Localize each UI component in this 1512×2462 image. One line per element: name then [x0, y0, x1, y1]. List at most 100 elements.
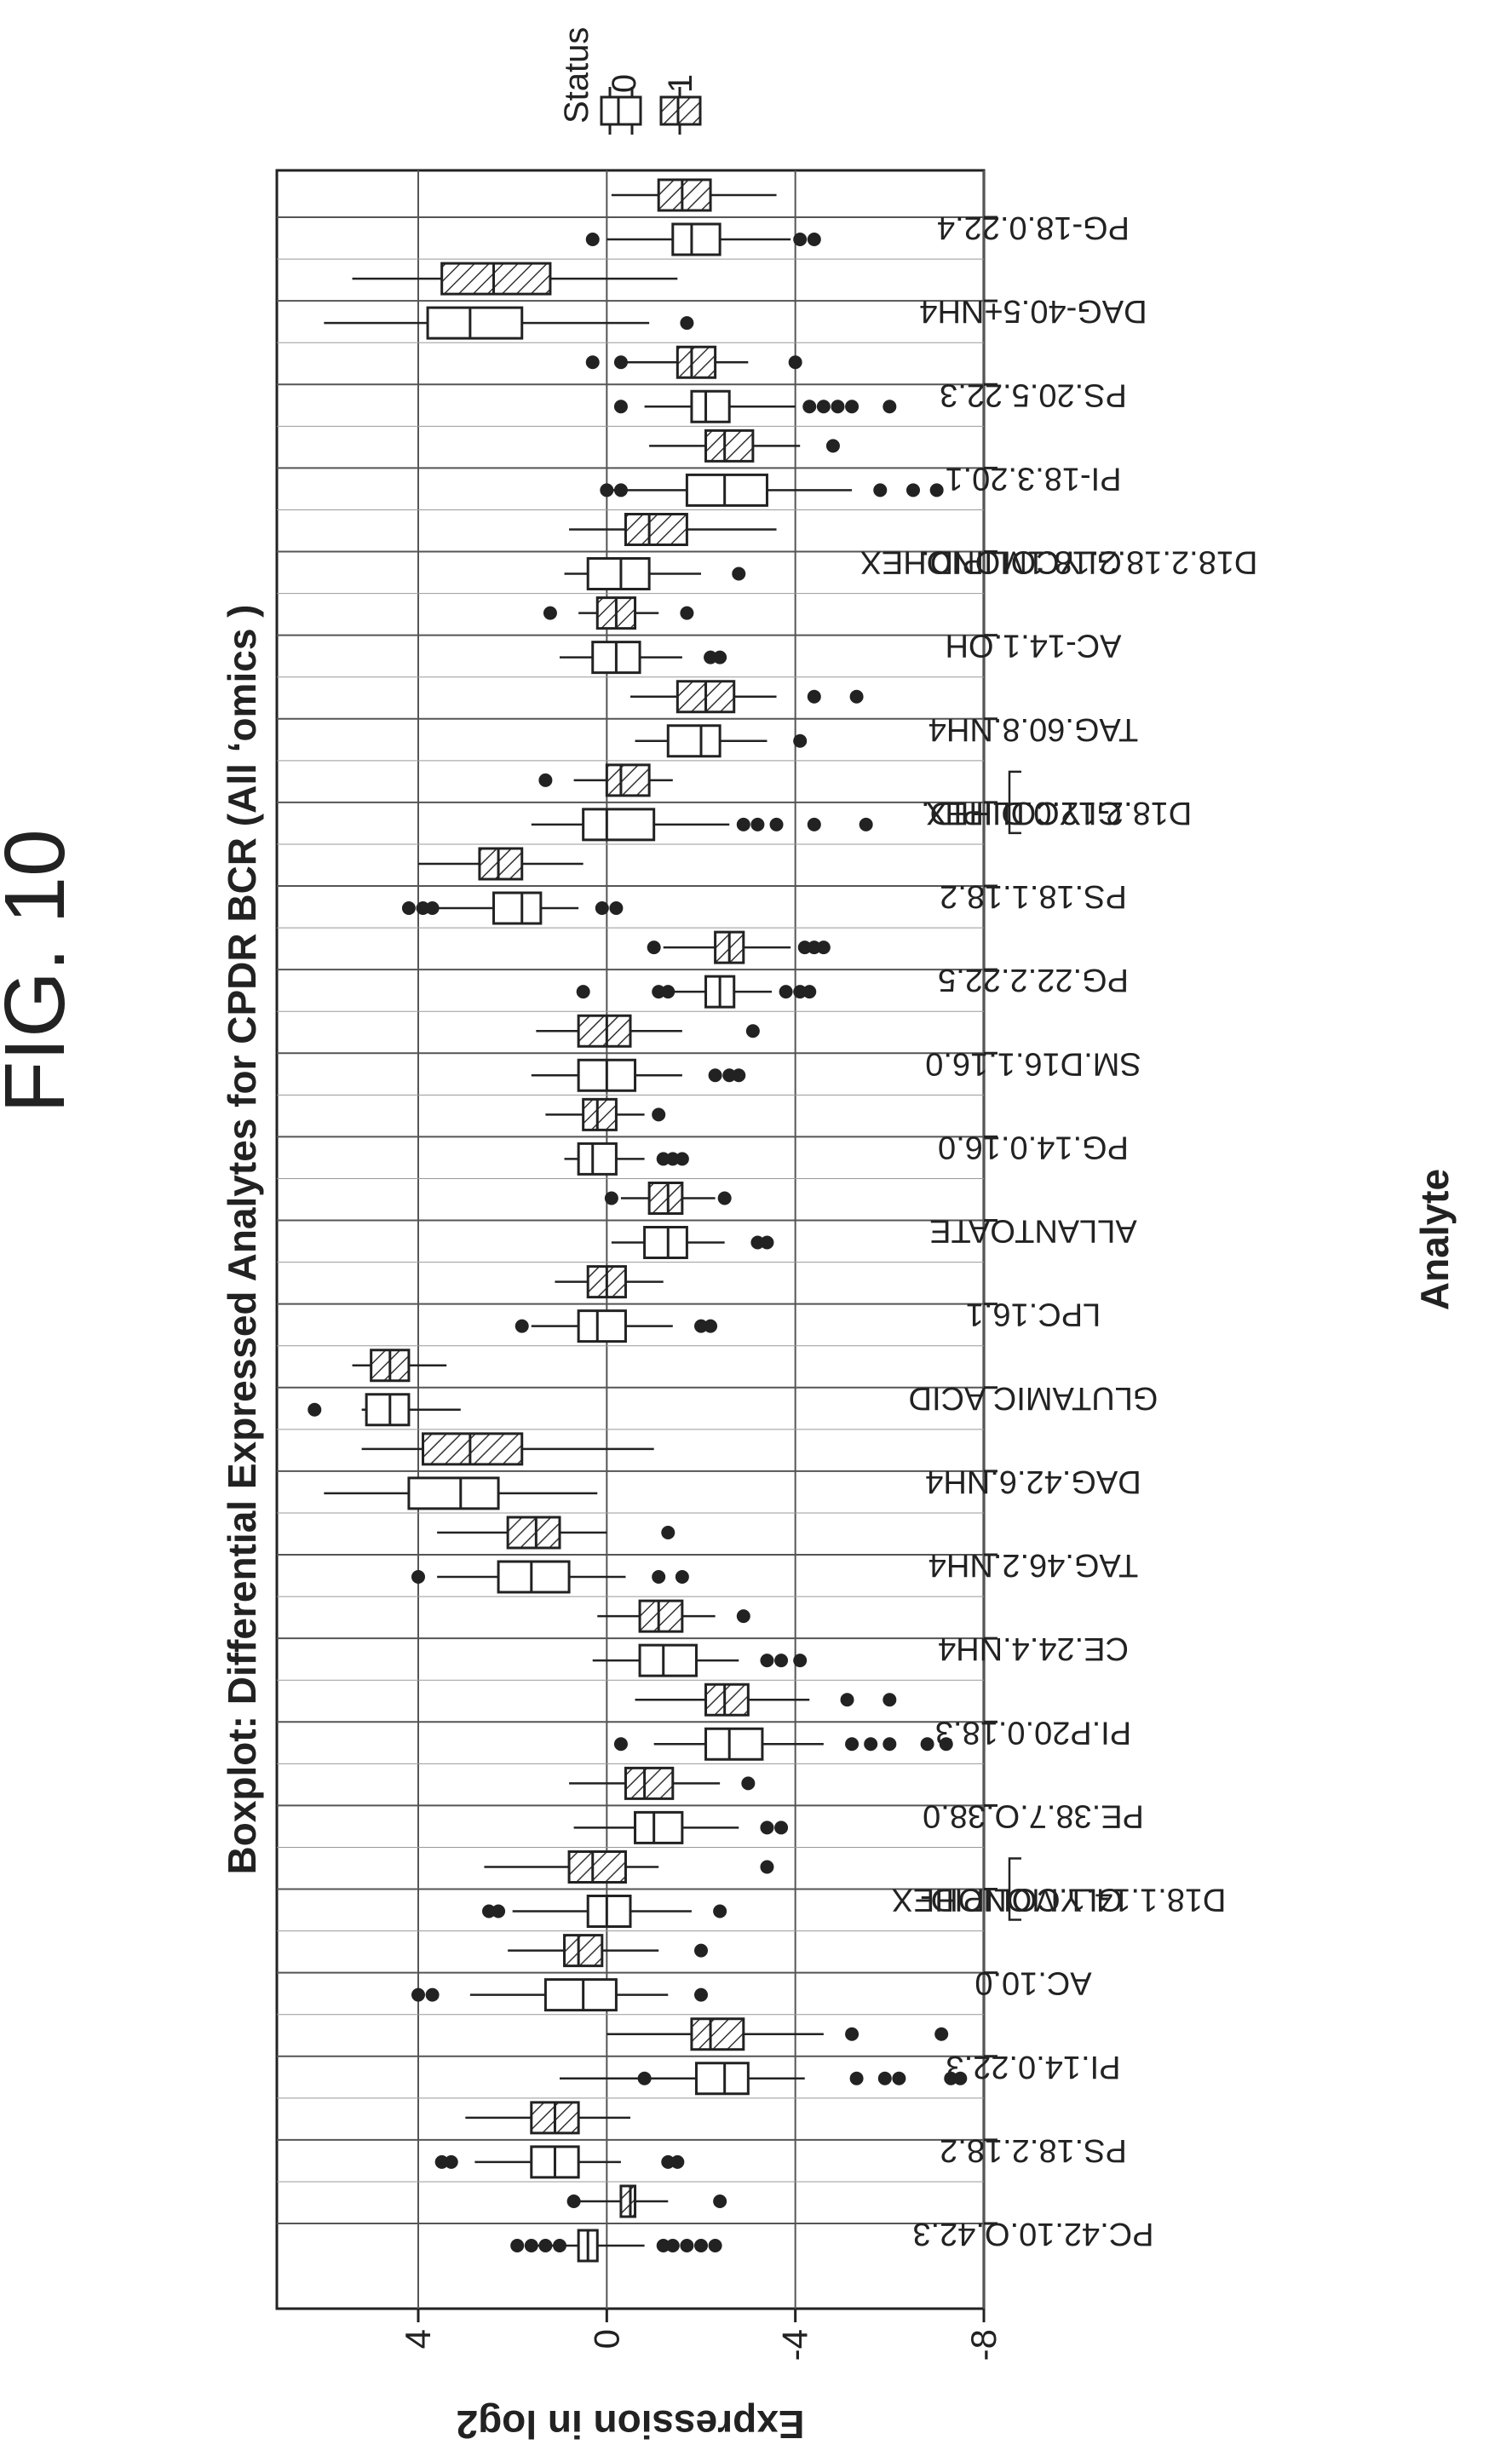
category-label-13-0: PG.14.0.16.0 — [938, 1129, 1129, 1165]
value-axis: 4 0 -4 -8 — [398, 2309, 1003, 2361]
outlier-point-2 — [769, 817, 784, 831]
box-0-2 — [560, 2062, 968, 2096]
outlier-point-0 — [656, 1152, 670, 1166]
iqr-box — [624, 513, 688, 546]
outlier-point-1 — [774, 1654, 789, 1668]
outlier-point-0 — [750, 1235, 765, 1250]
box-1-18 — [630, 680, 864, 714]
outlier-point-1 — [416, 901, 430, 915]
box-0-4 — [482, 1895, 727, 1928]
legend: Status 0 1 — [558, 27, 702, 135]
outlier-point-1 — [694, 1319, 708, 1333]
outlier-point-0 — [411, 1987, 425, 2002]
legend-item-1: 1 — [659, 74, 702, 135]
grid-lines — [277, 170, 985, 2309]
category-bracket-17 — [1008, 770, 1021, 835]
outlier-point-2 — [873, 483, 888, 498]
iqr-box — [657, 178, 712, 212]
outlier-point-4 — [793, 985, 808, 999]
outlier-point-4 — [656, 2239, 670, 2252]
iqr-box — [365, 1393, 411, 1427]
outlier-point-1 — [750, 817, 765, 831]
outlier-point-0 — [741, 1776, 756, 1791]
outlier-point-1 — [444, 2154, 458, 2169]
box-0-5 — [573, 1810, 789, 1844]
box-0-0 — [510, 2229, 722, 2263]
box-0-7 — [592, 1643, 808, 1677]
value-tick-label-2: -4 — [775, 2329, 815, 2361]
legend-label-1: 1 — [662, 74, 699, 93]
outlier-point-1 — [713, 650, 727, 664]
box-1-19 — [543, 596, 694, 630]
outlier-point-0 — [604, 1191, 618, 1205]
box-0-12 — [611, 1226, 774, 1259]
outlier-point-2 — [807, 941, 821, 955]
box-1-24 — [611, 178, 777, 212]
iqr-box — [638, 1643, 698, 1677]
outlier-point-5 — [953, 2071, 968, 2085]
box-0-23 — [324, 306, 694, 340]
outlier-point-0 — [680, 316, 694, 331]
category-label-17-0: GLYCOLIPID. — [921, 795, 1122, 831]
box-0-22 — [613, 389, 897, 423]
box-1-4 — [484, 1850, 774, 1884]
outlier-point-4 — [859, 817, 873, 831]
box-1-11 — [555, 1265, 664, 1299]
outlier-point-0 — [760, 1654, 774, 1668]
iqr-box — [422, 1432, 524, 1466]
outlier-point-5 — [802, 985, 817, 999]
outlier-point-2 — [538, 2239, 553, 2252]
value-tick-label-0: 4 — [398, 2329, 438, 2349]
outlier-point-0 — [637, 2071, 652, 2085]
box-0-8 — [411, 1560, 689, 1594]
outlier-point-0 — [308, 1402, 322, 1417]
iqr-box — [577, 1142, 618, 1176]
category-label-7-0: CE.24.4.NH4 — [938, 1631, 1129, 1666]
outlier-point-1 — [849, 689, 864, 704]
box-0-14 — [531, 1058, 746, 1092]
iqr-box — [563, 1934, 604, 1968]
outlier-point-2 — [675, 1570, 689, 1584]
outlier-point-0 — [825, 439, 840, 453]
iqr-box — [704, 1683, 750, 1717]
outlier-point-5 — [939, 1737, 953, 1752]
outlier-point-2 — [704, 1319, 718, 1333]
box-1-14 — [536, 1014, 760, 1048]
box-1-2 — [607, 2017, 949, 2051]
outlier-point-1 — [613, 355, 628, 370]
category-label-17-1: D18.2.12.0.DIHEX — [926, 795, 1193, 831]
outlier-point-0 — [510, 2239, 525, 2252]
outlier-point-0 — [704, 650, 718, 664]
y-axis-title: Expression in log2 — [457, 2402, 805, 2447]
outlier-point-0 — [482, 1904, 496, 1918]
outlier-point-4 — [920, 1737, 934, 1752]
outlier-point-0 — [566, 2195, 581, 2208]
outlier-point-0 — [845, 2027, 859, 2041]
outlier-point-3 — [816, 941, 831, 955]
box-0-3 — [411, 1978, 708, 2012]
outlier-point-3 — [779, 985, 793, 999]
outlier-point-0 — [736, 1609, 750, 1624]
box-0-20 — [564, 557, 746, 590]
iqr-box — [643, 1226, 688, 1259]
outlier-point-3 — [892, 2071, 906, 2085]
iqr-box — [634, 1810, 684, 1844]
value-tick-label-3: -8 — [963, 2329, 1003, 2361]
outlier-point-1 — [524, 2239, 538, 2252]
box-1-16 — [418, 847, 584, 881]
box-0-16 — [401, 891, 624, 925]
plot-area — [275, 169, 986, 2310]
category-label-10-0: GLUTAMIC ACID — [909, 1380, 1158, 1416]
box-1-7 — [597, 1599, 750, 1633]
box-1-3 — [508, 1934, 708, 1968]
box-0-19 — [560, 641, 727, 675]
category-label-2-0: PI.14.0.22.3 — [946, 2049, 1121, 2085]
outlier-point-0 — [401, 901, 416, 915]
outlier-point-3 — [553, 2239, 566, 2252]
box-0-24 — [585, 222, 821, 256]
outlier-point-2 — [425, 901, 440, 915]
outlier-point-0 — [652, 1107, 666, 1122]
outlier-point-1 — [760, 1235, 774, 1250]
outlier-point-0 — [411, 1570, 425, 1584]
